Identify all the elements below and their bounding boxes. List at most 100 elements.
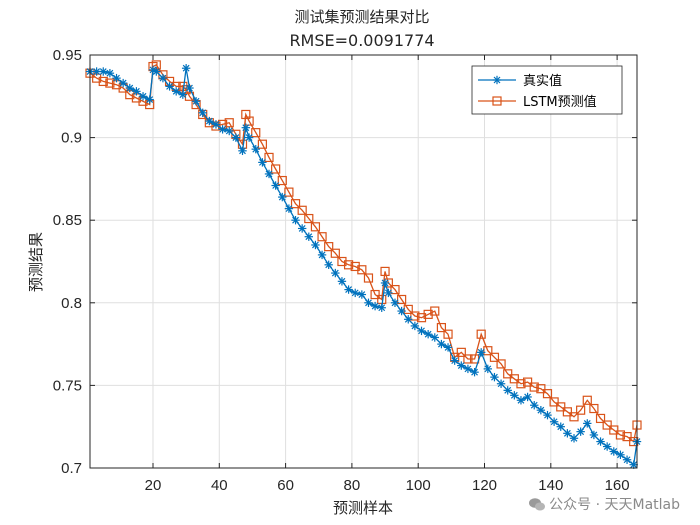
- true-value-point: [251, 144, 260, 154]
- asterisk-stroke: [199, 109, 207, 117]
- true-value-point: [404, 315, 413, 324]
- true-value-point: [589, 430, 599, 440]
- asterisk-stroke: [517, 396, 525, 404]
- asterisk-stroke: [550, 418, 558, 426]
- asterisk-stroke: [451, 357, 459, 365]
- asterisk-stroke: [325, 261, 333, 269]
- y-tick-label: 0.75: [53, 377, 82, 394]
- true-value-point: [563, 429, 572, 438]
- x-tick-label: 100: [406, 477, 431, 494]
- asterisk-stroke: [358, 291, 366, 298]
- asterisk-stroke: [391, 299, 399, 307]
- asterisk-stroke: [331, 269, 339, 277]
- asterisk-stroke: [252, 145, 260, 153]
- true-value-point: [304, 232, 313, 241]
- asterisk-stroke: [159, 74, 167, 82]
- prediction-point: [436, 322, 447, 333]
- legend-true-marker: [492, 75, 502, 85]
- true-value-point: [311, 240, 320, 250]
- prediction-point: [536, 384, 546, 394]
- axis-ticks: 20 40 60 80 100 120 140 160 0.7 0.75 0.8 0.85 0.9 0.9…: [53, 47, 637, 494]
- asterisk-stroke: [93, 68, 101, 75]
- prediction-point: [297, 205, 307, 215]
- asterisk-stroke: [431, 334, 439, 341]
- asterisk-stroke: [192, 97, 200, 105]
- true-value-point: [357, 290, 367, 299]
- prediction-point: [542, 389, 553, 399]
- true-value-point: [152, 67, 161, 76]
- true-value-point: [417, 326, 426, 336]
- true-value-point: [457, 361, 466, 370]
- true-value-point: [583, 419, 592, 428]
- asterisk-stroke: [232, 134, 240, 142]
- true-value-point: [218, 125, 227, 134]
- true-value-point: [258, 158, 267, 167]
- y-axis-label: 预测结果: [27, 232, 45, 292]
- asterisk-stroke: [378, 304, 386, 312]
- true-value-point: [530, 401, 539, 410]
- asterisk-stroke: [603, 443, 611, 450]
- prediction-point: [241, 109, 251, 120]
- asterisk-stroke: [166, 82, 173, 90]
- x-tick-label: 20: [145, 477, 162, 494]
- legend-box: [471, 65, 623, 115]
- asterisk-stroke: [182, 64, 190, 72]
- asterisk-stroke: [437, 340, 445, 348]
- true-value-point: [602, 442, 612, 451]
- prediction-point: [602, 420, 612, 430]
- asterisk-stroke: [265, 170, 273, 178]
- true-value-point: [609, 447, 618, 456]
- x-tick-label: 140: [538, 477, 563, 494]
- wechat-icon: [529, 498, 546, 511]
- true-value-point: [380, 278, 390, 288]
- prediction-point: [615, 430, 626, 440]
- asterisk-stroke: [510, 391, 518, 399]
- prediction-point: [562, 407, 572, 417]
- true-value-point: [165, 82, 174, 91]
- asterisk-stroke: [493, 76, 501, 84]
- asterisk-stroke: [365, 299, 372, 307]
- asterisk-stroke: [597, 438, 604, 445]
- true-value-point: [337, 277, 347, 286]
- prediction-point: [98, 76, 108, 87]
- true-value-point: [536, 405, 546, 415]
- true-value-point: [317, 250, 327, 260]
- legend-square-icon: [492, 96, 502, 106]
- asterisk-stroke: [99, 68, 107, 75]
- series-line-pred: [89, 64, 638, 443]
- true-value-point: [556, 422, 565, 431]
- chart-title: 测试集预测结果对比: [294, 8, 429, 26]
- prediction-point: [380, 266, 390, 277]
- prediction-point: [277, 175, 287, 186]
- true-value-point: [384, 288, 393, 298]
- asterisk-stroke: [126, 84, 134, 92]
- true-value-point: [503, 386, 512, 395]
- prediction-point: [304, 213, 314, 224]
- asterisk-stroke: [497, 380, 505, 388]
- legend-asterisk-icon: [492, 75, 502, 85]
- true-value-point: [264, 169, 274, 179]
- prediction-point: [324, 242, 334, 252]
- prediction-point: [350, 261, 360, 272]
- x-tick-label: 60: [277, 477, 294, 494]
- true-value-point: [244, 133, 254, 142]
- asterisk-stroke: [404, 315, 412, 323]
- true-value-point: [297, 224, 307, 233]
- true-value-point: [351, 288, 360, 298]
- legend-pred-label: LSTM预测值: [523, 94, 597, 110]
- asterisk-stroke: [418, 327, 425, 335]
- asterisk-stroke: [444, 343, 452, 351]
- asterisk-stroke: [212, 120, 220, 128]
- asterisk-stroke: [570, 434, 578, 442]
- asterisk-stroke: [504, 386, 512, 394]
- true-value-point: [185, 83, 194, 93]
- asterisk-stroke: [524, 393, 532, 401]
- true-value-point: [112, 73, 121, 83]
- asterisk-stroke: [530, 401, 538, 409]
- true-value-point: [629, 460, 638, 469]
- asterisk-stroke: [186, 84, 193, 92]
- asterisk-stroke: [305, 233, 313, 241]
- prediction-point: [549, 397, 559, 407]
- asterisk-stroke: [242, 124, 250, 132]
